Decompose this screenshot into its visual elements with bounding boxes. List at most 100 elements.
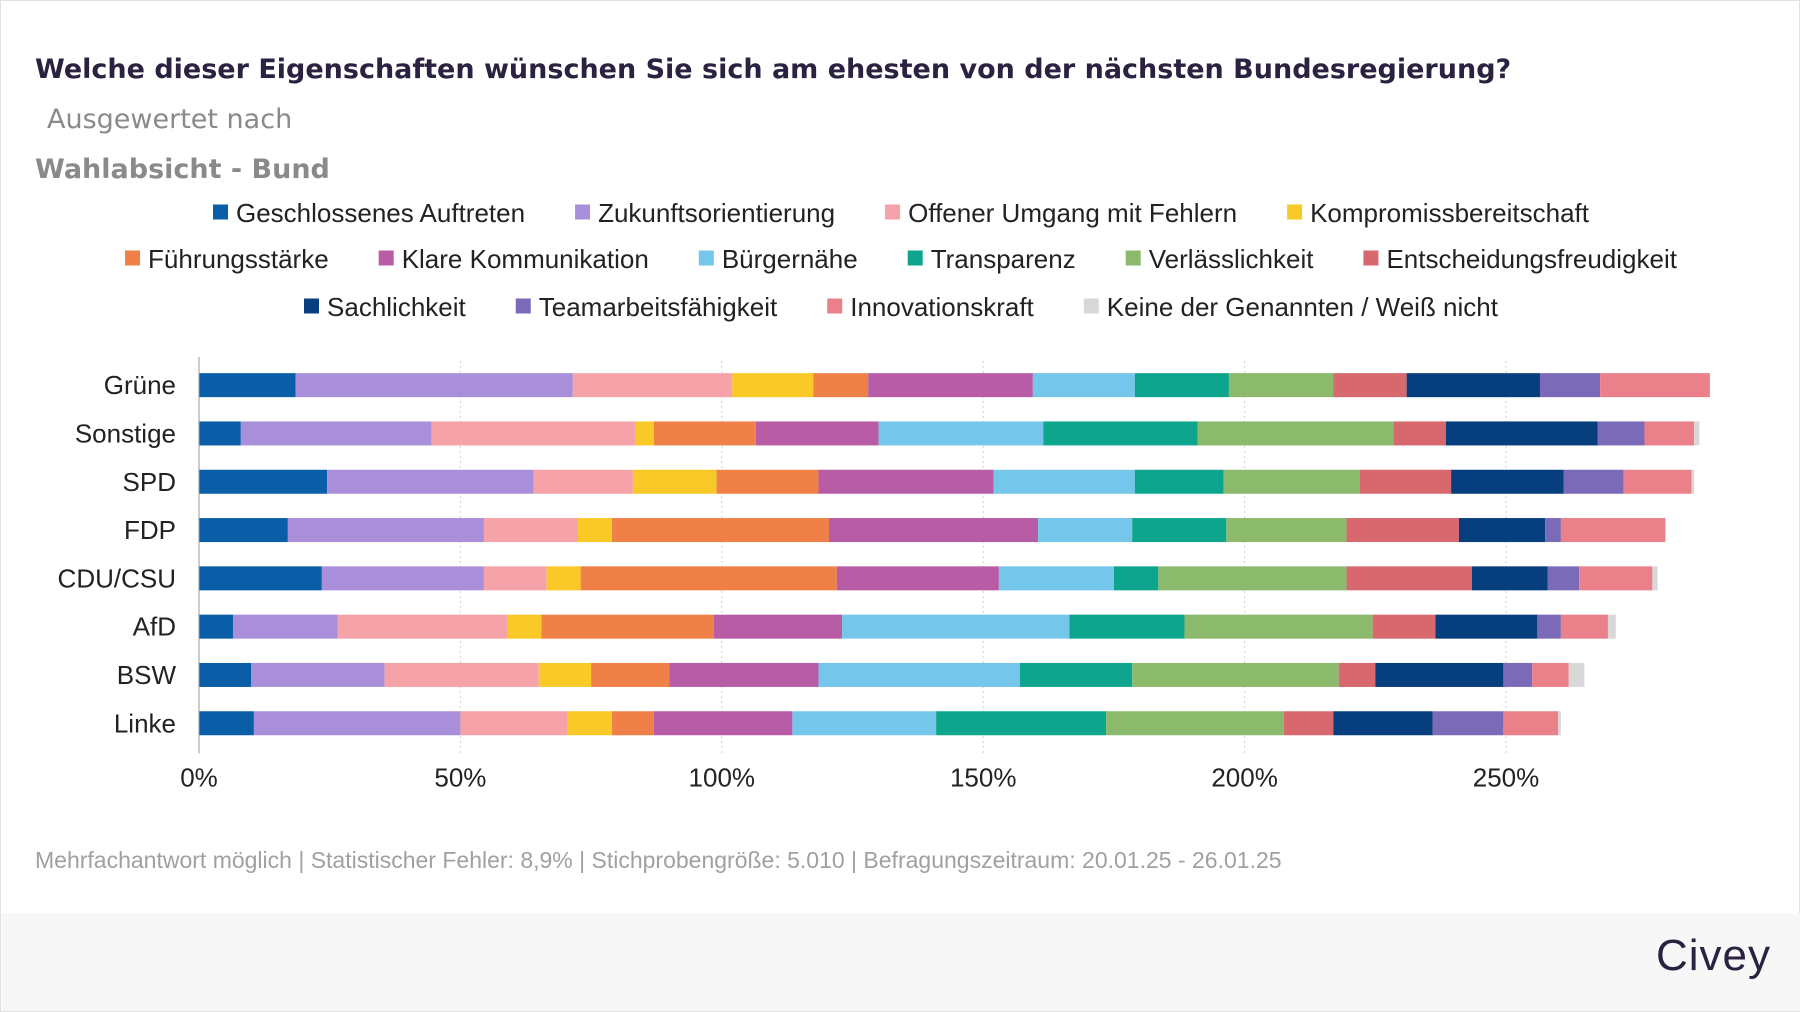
bar-segment	[1134, 469, 1224, 494]
category-label: BSW	[117, 660, 177, 690]
legend-item: Verlässlichkeit	[1125, 244, 1315, 274]
bar-segment	[842, 614, 1070, 639]
bar-segment	[1406, 373, 1540, 398]
category-label: SPD	[123, 467, 176, 497]
bar-segment	[337, 614, 508, 639]
legend-label: Transparenz	[931, 244, 1076, 274]
bar-segment	[1113, 566, 1159, 591]
bar-segment	[460, 711, 568, 736]
legend-swatch	[125, 250, 141, 266]
bar-segment	[1545, 518, 1561, 543]
legend-swatch	[698, 250, 714, 266]
bar-segment	[1338, 662, 1376, 687]
bar-segment	[253, 711, 461, 736]
bar-segment	[669, 662, 819, 687]
bar-segment	[1132, 518, 1227, 543]
bar-segment	[1346, 566, 1473, 591]
bar-segment	[713, 614, 843, 639]
chart-title: Welche dieser Eigenschaften wünschen Sie…	[35, 45, 1595, 195]
bar-segment	[818, 469, 994, 494]
bar-segment	[1607, 614, 1616, 639]
x-tick-label: 0%	[180, 762, 218, 792]
legend-item: Führungsstärke	[125, 244, 329, 274]
legend-item: Klare Kommunikation	[378, 244, 649, 274]
x-tick-label: 200%	[1211, 762, 1278, 792]
bar-segment	[792, 711, 937, 736]
bar-segment	[1432, 711, 1504, 736]
bar-segment	[1652, 566, 1658, 591]
legend-label: Bürgernähe	[722, 244, 858, 274]
bar-segment	[1197, 421, 1394, 446]
legend-label: Klare Kommunikation	[402, 244, 649, 274]
legend-swatch	[575, 204, 591, 220]
bar-segment	[1226, 518, 1347, 543]
legend-label: Innovationskraft	[850, 292, 1034, 322]
legend-item: Bürgernähe	[698, 244, 858, 274]
legend-label: Entscheidungsfreudigkeit	[1386, 244, 1677, 274]
bar-segment	[1184, 614, 1373, 639]
bar-segment	[1158, 566, 1347, 591]
bar-segment	[1069, 614, 1185, 639]
legend-swatch	[213, 204, 229, 220]
bar-segment	[1644, 421, 1695, 446]
stacked-bar-chart: Geschlossenes Auftreten Zukunftsorientier…	[58, 198, 1710, 792]
x-tick-label: 150%	[950, 762, 1017, 792]
bar-segment	[507, 614, 542, 639]
bar-segment	[1346, 518, 1459, 543]
title-subtitle-part2: Wahlabsicht - Bund	[35, 154, 330, 185]
legend-item: Entscheidungsfreudigkeit	[1363, 244, 1678, 274]
category-label: Linke	[114, 708, 176, 738]
legend-swatch	[1083, 298, 1099, 314]
bar-segment	[998, 566, 1114, 591]
bar-segment	[327, 469, 534, 494]
bar-segment	[716, 469, 819, 494]
legend-item: Transparenz	[907, 244, 1076, 274]
bar-segment	[1503, 662, 1533, 687]
bar-segment	[1563, 469, 1624, 494]
bar-segment	[483, 518, 579, 543]
bar-segment	[653, 711, 793, 736]
title-subtitle-part1: Ausgewertet nach	[47, 104, 293, 135]
bar-segment	[1597, 421, 1645, 446]
bar-segment	[199, 518, 288, 543]
bar-segment	[836, 566, 999, 591]
legend-swatch	[378, 250, 394, 266]
bar-segment	[1558, 711, 1561, 736]
bar-segment	[1560, 518, 1666, 543]
bar-segment	[1435, 614, 1538, 639]
bar-segment	[240, 421, 432, 446]
footer-bar	[2, 913, 1800, 1011]
bar-segment	[1539, 373, 1601, 398]
x-tick-label: 100%	[689, 762, 756, 792]
bar-segment	[199, 566, 322, 591]
legend-label: Führungsstärke	[148, 244, 329, 274]
legend-swatch	[827, 298, 843, 314]
bar-segment	[1283, 711, 1334, 736]
legend-swatch	[1125, 250, 1141, 266]
legend-swatch	[885, 204, 901, 220]
bar-segment	[546, 566, 581, 591]
bar-segment	[1560, 614, 1608, 639]
bar-segment	[1372, 614, 1436, 639]
legend-label: Geschlossenes Auftreten	[236, 198, 525, 228]
bar-segment	[591, 662, 670, 687]
bar-segment	[1333, 373, 1407, 398]
bar-segment	[251, 662, 385, 687]
bar-segment	[1537, 614, 1561, 639]
category-label: Sonstige	[75, 418, 176, 448]
bar-segment	[578, 518, 613, 543]
category-label: CDU/CSU	[58, 563, 176, 593]
legend-swatch	[1287, 204, 1303, 220]
legend-item: Zukunftsorientierung	[575, 198, 835, 228]
bar-segment	[1503, 711, 1559, 736]
x-tick-label: 250%	[1473, 762, 1540, 792]
legend-label: Sachlichkeit	[327, 292, 467, 322]
bar-segment	[1038, 518, 1133, 543]
bar-segment	[1532, 662, 1569, 687]
bar-segment	[1223, 469, 1360, 494]
bar-segment	[1359, 469, 1452, 494]
bar-segment	[653, 421, 756, 446]
bar-segment	[1375, 662, 1504, 687]
bar-segment	[541, 614, 714, 639]
legend-label: Verlässlichkeit	[1149, 244, 1315, 274]
